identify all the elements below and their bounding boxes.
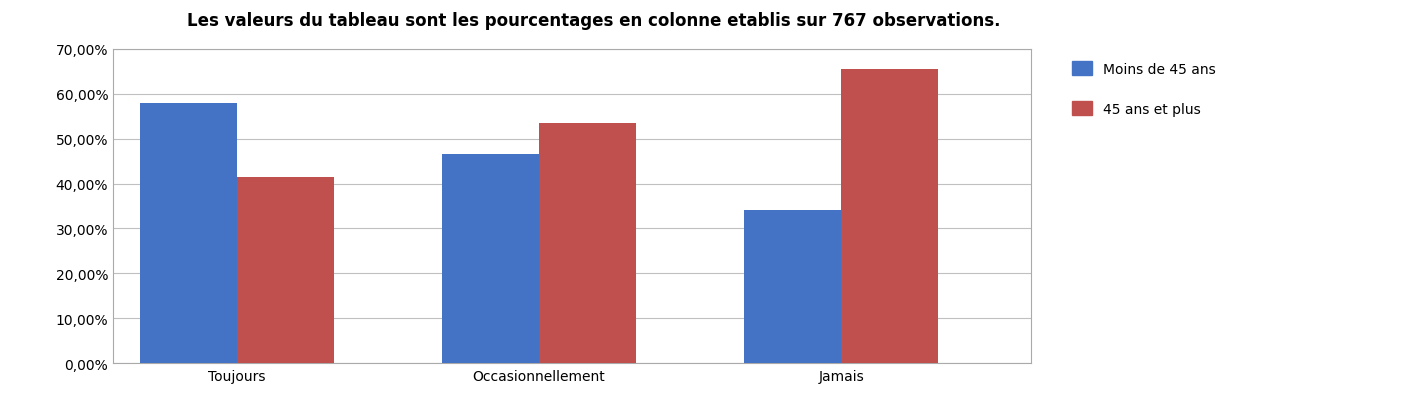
Bar bbox=[140, 103, 237, 363]
Legend: Moins de 45 ans, 45 ans et plus: Moins de 45 ans, 45 ans et plus bbox=[1065, 57, 1222, 122]
Bar bbox=[745, 211, 841, 363]
Bar bbox=[237, 177, 333, 363]
Bar bbox=[538, 123, 636, 363]
Bar bbox=[442, 155, 538, 363]
Text: Les valeurs du tableau sont les pourcentages en colonne etablis sur 767 observat: Les valeurs du tableau sont les pourcent… bbox=[187, 12, 1000, 30]
Bar bbox=[841, 70, 938, 363]
